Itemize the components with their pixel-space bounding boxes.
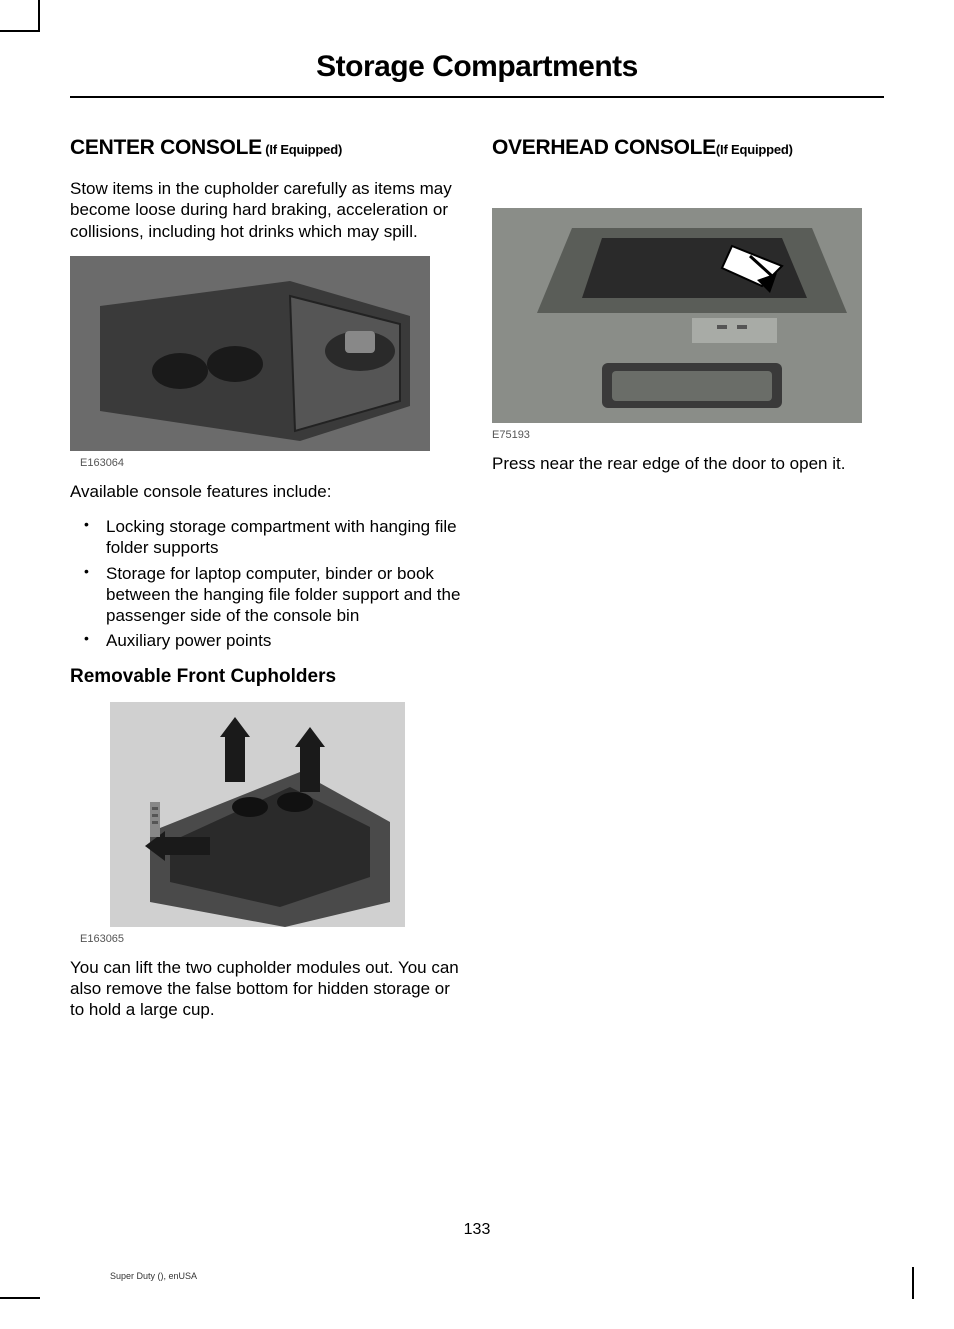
right-column: OVERHEAD CONSOLE(If Equipped)	[492, 136, 884, 1034]
list-item: Storage for laptop computer, binder or b…	[70, 563, 462, 627]
figure-caption: E163065	[80, 933, 462, 945]
features-intro: Available console features include:	[70, 481, 462, 502]
footer-text: Super Duty (), enUSA	[110, 1271, 197, 1281]
page-number: 133	[40, 1221, 914, 1239]
figure-overhead-console	[492, 208, 884, 423]
section-heading-center-console: CENTER CONSOLE (If Equipped)	[70, 136, 462, 160]
figure-image	[110, 702, 405, 927]
section-heading-overhead-console: OVERHEAD CONSOLE(If Equipped)	[492, 136, 884, 160]
figure-center-console	[70, 256, 462, 451]
heading-qualifier: (If Equipped)	[262, 142, 342, 157]
list-item: Locking storage compartment with hanging…	[70, 516, 462, 559]
overhead-paragraph: Press near the rear edge of the door to …	[492, 453, 884, 474]
page-container: Storage Compartments CENTER CONSOLE (If …	[40, 30, 914, 1299]
page-title: Storage Compartments	[70, 50, 884, 98]
figure-image	[70, 256, 430, 451]
heading-qualifier: (If Equipped)	[716, 142, 793, 157]
heading-text: CENTER CONSOLE	[70, 136, 262, 159]
features-list: Locking storage compartment with hanging…	[70, 516, 462, 652]
sub-heading-cupholders: Removable Front Cupholders	[70, 666, 462, 688]
heading-text: OVERHEAD CONSOLE	[492, 136, 716, 159]
content-columns: CENTER CONSOLE (If Equipped) Stow items …	[40, 136, 914, 1034]
intro-paragraph: Stow items in the cupholder carefully as…	[70, 178, 462, 242]
list-item: Auxiliary power points	[70, 630, 462, 651]
console-illustration-icon	[70, 256, 430, 451]
crop-mark	[38, 0, 40, 32]
figure-caption: E75193	[492, 429, 884, 441]
closing-paragraph: You can lift the two cupholder modules o…	[70, 957, 462, 1021]
crop-mark	[0, 1297, 40, 1299]
left-column: CENTER CONSOLE (If Equipped) Stow items …	[70, 136, 462, 1034]
crop-mark	[0, 30, 40, 32]
overhead-illustration-icon	[492, 208, 862, 423]
cupholder-illustration-icon	[110, 702, 405, 927]
figure-cupholders	[110, 702, 462, 927]
figure-caption: E163064	[80, 457, 462, 469]
figure-image	[492, 208, 862, 423]
